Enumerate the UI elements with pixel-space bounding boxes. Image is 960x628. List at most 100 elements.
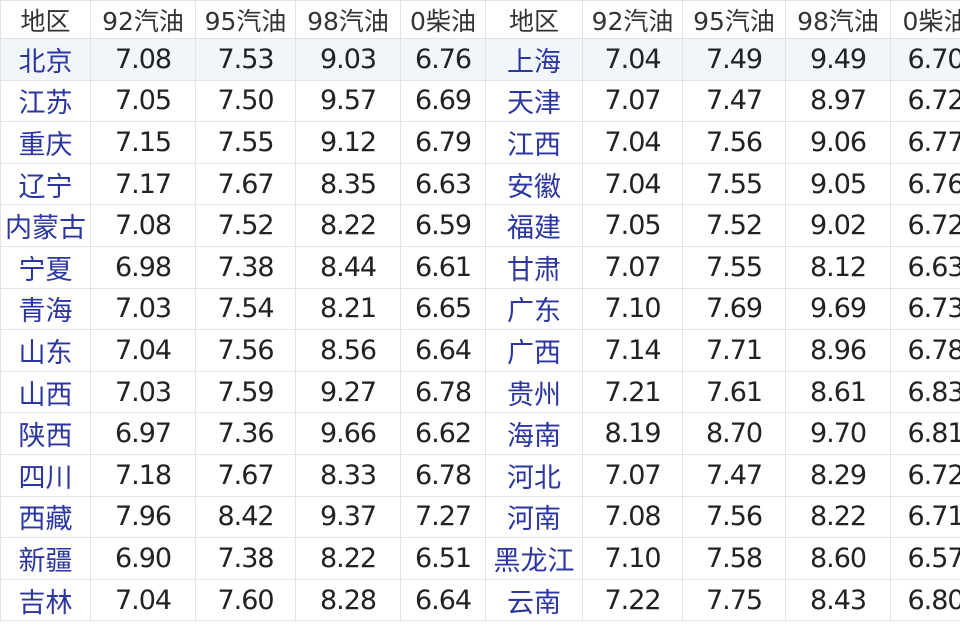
table-row: 北京 7.08 7.53 9.03 6.76 上海 7.04 7.49 9.49 6.70 [0,38,960,81]
price-cell: 8.96 [785,329,891,372]
price-cell: 7.08 [90,204,196,247]
region-cell: 河南 [485,495,583,539]
price-cell: 6.65 [400,287,486,331]
price-cell: 6.90 [90,537,196,580]
region-cell: 四川 [0,453,91,497]
price-cell: 6.77 [890,121,960,164]
price-cell: 7.55 [682,245,786,289]
price-cell: 7.04 [90,329,196,372]
table-row: 吉林 7.04 7.60 8.28 6.64 云南 7.22 7.75 8.43 6.80 [0,578,960,622]
price-cell: 6.62 [400,412,486,455]
region-cell: 甘肃 [485,245,583,289]
table-row: 江苏 7.05 7.50 9.57 6.69 天津 7.07 7.47 8.97 6.72 [0,79,960,123]
table-row: 陕西 6.97 7.36 9.66 6.62 海南 8.19 8.70 9.70 6.81 [0,412,960,455]
price-cell: 6.63 [400,162,486,206]
table-row: 青海 7.03 7.54 8.21 6.65 广东 7.10 7.69 9.69 6.73 [0,287,960,331]
price-cell: 6.98 [90,245,196,289]
price-cell: 7.10 [582,287,683,331]
table-row: 新疆 6.90 7.38 8.22 6.51 黑龙江 7.10 7.58 8.60 6.57 [0,537,960,580]
price-cell: 7.18 [90,453,196,497]
region-cell: 河北 [485,453,583,497]
price-cell: 6.97 [90,412,196,455]
price-cell: 8.70 [682,412,786,455]
price-cell: 7.38 [195,245,296,289]
price-cell: 7.15 [90,121,196,164]
region-cell: 新疆 [0,537,91,580]
price-cell: 7.04 [582,38,683,81]
price-cell: 7.36 [195,412,296,455]
region-cell: 海南 [485,412,583,455]
price-cell: 7.60 [195,578,296,622]
table-row: 重庆 7.15 7.55 9.12 6.79 江西 7.04 7.56 9.06 6.77 [0,121,960,164]
price-cell: 7.56 [682,121,786,164]
price-cell: 9.57 [295,79,401,123]
price-cell: 8.28 [295,578,401,622]
price-cell: 7.07 [582,453,683,497]
price-cell: 6.76 [890,162,960,206]
price-cell: 8.60 [785,537,891,580]
price-cell: 6.59 [400,204,486,247]
price-cell: 9.49 [785,38,891,81]
region-cell: 江苏 [0,79,91,123]
price-cell: 6.78 [400,370,486,414]
price-cell: 6.61 [400,245,486,289]
price-cell: 6.81 [890,412,960,455]
column-header-price: 95汽油 [682,0,786,39]
price-cell: 9.69 [785,287,891,331]
price-cell: 7.52 [195,204,296,247]
price-cell: 7.04 [90,578,196,622]
price-cell: 7.38 [195,537,296,580]
price-cell: 9.27 [295,370,401,414]
price-cell: 7.47 [682,79,786,123]
price-cell: 7.03 [90,287,196,331]
table-row: 山西 7.03 7.59 9.27 6.78 贵州 7.21 7.61 8.61 6.83 [0,370,960,414]
price-cell: 6.71 [890,495,960,539]
price-cell: 6.72 [890,79,960,123]
region-cell: 内蒙古 [0,204,91,247]
price-cell: 6.57 [890,537,960,580]
column-header-region: 地区 [485,0,583,39]
column-header-price: 0柴油 [400,0,486,39]
price-cell: 9.37 [295,495,401,539]
price-cell: 7.58 [682,537,786,580]
price-cell: 7.50 [195,79,296,123]
price-cell: 8.33 [295,453,401,497]
price-cell: 7.08 [582,495,683,539]
price-cell: 6.51 [400,537,486,580]
table-row: 宁夏 6.98 7.38 8.44 6.61 甘肃 7.07 7.55 8.12 6.63 [0,245,960,289]
price-cell: 8.56 [295,329,401,372]
price-cell: 8.22 [295,537,401,580]
price-cell: 6.80 [890,578,960,622]
price-cell: 8.22 [295,204,401,247]
price-cell: 8.12 [785,245,891,289]
price-cell: 6.63 [890,245,960,289]
region-cell: 江西 [485,121,583,164]
price-cell: 8.22 [785,495,891,539]
price-cell: 8.97 [785,79,891,123]
price-cell: 9.70 [785,412,891,455]
price-cell: 7.59 [195,370,296,414]
column-header-price: 92汽油 [90,0,196,39]
price-cell: 7.71 [682,329,786,372]
price-cell: 8.44 [295,245,401,289]
column-header-price: 95汽油 [195,0,296,39]
region-cell: 广东 [485,287,583,331]
column-header-price: 92汽油 [582,0,683,39]
price-cell: 7.07 [582,245,683,289]
price-cell: 7.07 [582,79,683,123]
price-cell: 8.29 [785,453,891,497]
region-cell: 宁夏 [0,245,91,289]
region-cell: 山东 [0,329,91,372]
price-cell: 6.79 [400,121,486,164]
region-cell: 重庆 [0,121,91,164]
price-cell: 9.66 [295,412,401,455]
column-header-price: 0柴油 [890,0,960,39]
column-header-region: 地区 [0,0,91,39]
price-cell: 6.76 [400,38,486,81]
region-cell: 青海 [0,287,91,331]
price-cell: 7.21 [582,370,683,414]
table-row: 四川 7.18 7.67 8.33 6.78 河北 7.07 7.47 8.29 6.72 [0,453,960,497]
price-cell: 6.69 [400,79,486,123]
price-cell: 9.03 [295,38,401,81]
